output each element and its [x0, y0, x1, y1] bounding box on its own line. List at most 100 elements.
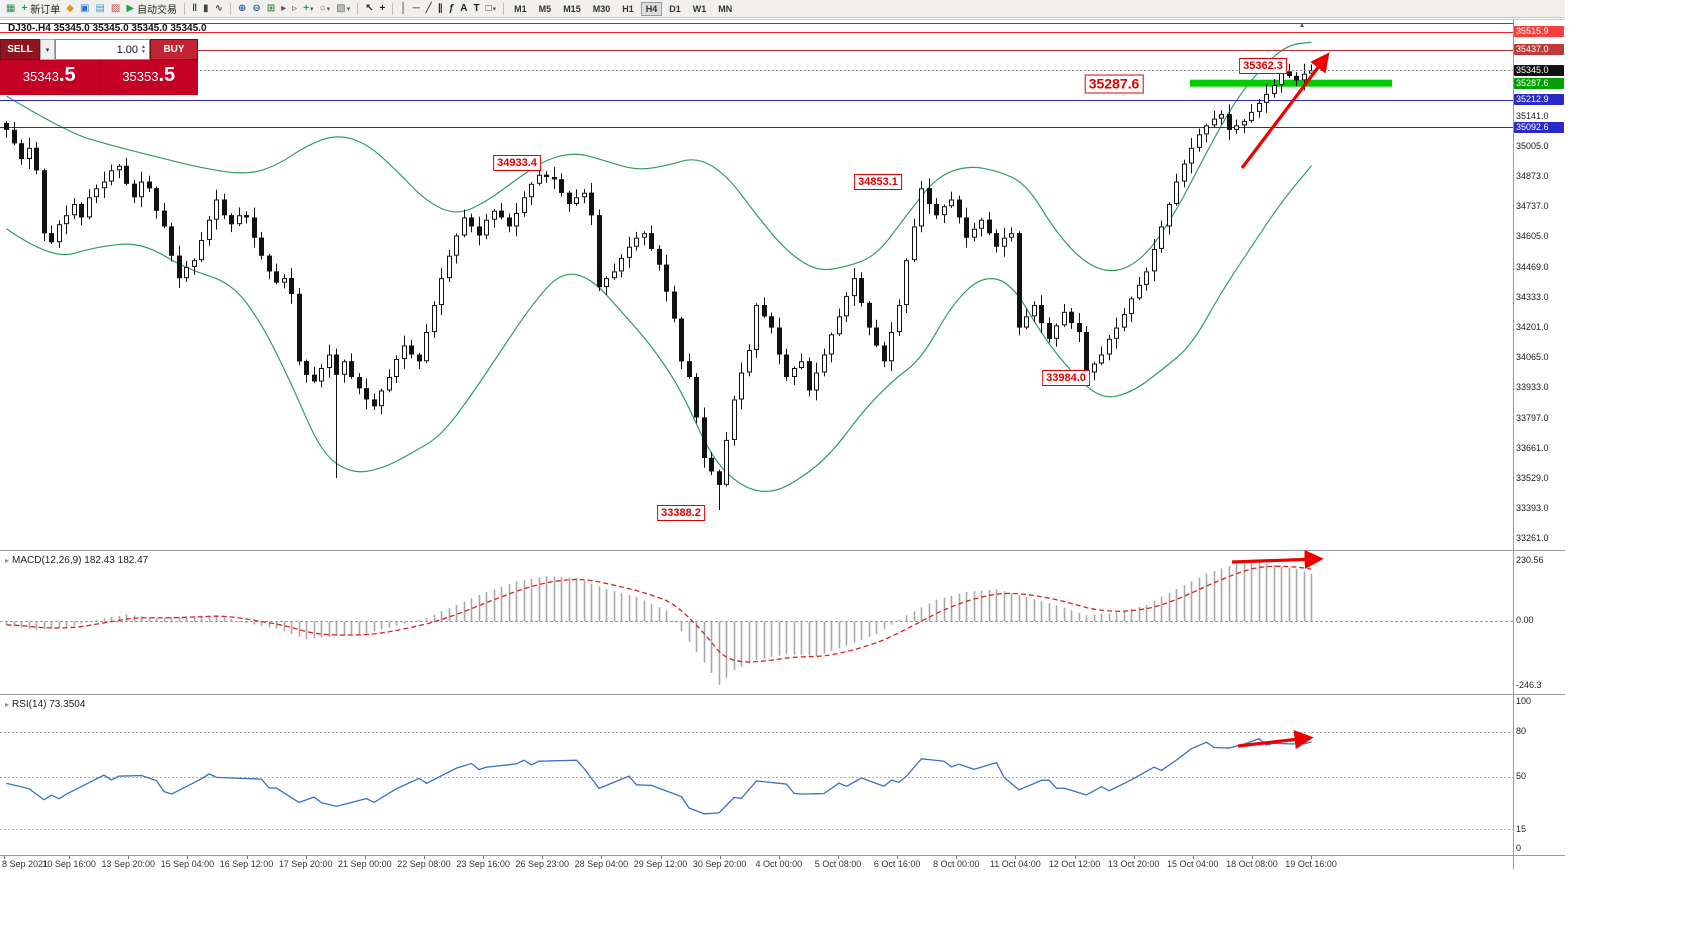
- data-window-icon: ▤: [95, 3, 105, 14]
- shapes-icon[interactable]: □ ▾: [483, 1, 500, 16]
- chevron-down-icon: ▾: [346, 5, 351, 13]
- trendline-icon[interactable]: ╱: [423, 1, 435, 16]
- data-window-icon[interactable]: ▤: [92, 1, 107, 16]
- shapes-icon: □: [485, 3, 492, 14]
- time-axis-label: 5 Oct 08:00: [814, 859, 862, 869]
- template-menu-icon: ▧: [336, 3, 346, 14]
- cursor-icon[interactable]: ↖: [362, 1, 376, 16]
- text-icon: A: [460, 3, 468, 14]
- timeframe-m5[interactable]: M5: [538, 3, 552, 14]
- channel-icon: ∥: [437, 3, 443, 14]
- chart-top-border: [0, 19, 1565, 20]
- zoom-out-icon[interactable]: ⊖: [249, 1, 263, 16]
- timeframe-mn[interactable]: MN: [718, 3, 733, 14]
- price-tick: 33529.0: [1516, 472, 1549, 483]
- rsi-axis-label: 50: [1516, 771, 1527, 782]
- fibonacci-icon[interactable]: ƒ: [446, 1, 458, 16]
- time-axis-label: 6 Oct 16:00: [873, 859, 921, 869]
- timeframe-w1[interactable]: W1: [692, 3, 707, 14]
- collapse-icon[interactable]: ▸: [5, 556, 10, 565]
- new-chart-icon[interactable]: ▦: [3, 1, 18, 16]
- macd-axis-label: 0.00: [1516, 615, 1534, 626]
- scroll-to-end-icon[interactable]: ▴: [1300, 20, 1305, 29]
- macd-rsi-separator[interactable]: [0, 694, 1565, 695]
- period-menu-icon: ○: [319, 3, 326, 14]
- support-price-label: 35287.6: [1514, 77, 1564, 89]
- time-axis-label: 26 Sep 23:00: [515, 859, 570, 869]
- time-axis-label: 15 Oct 04:00: [1167, 859, 1219, 869]
- price-tick: 33797.0: [1516, 412, 1549, 423]
- price-tick: 33393.0: [1516, 503, 1549, 514]
- one-click-trade-panel: SELL ▾ 1.00 ▲ ▼ BUY 35343.5 35353.5: [0, 39, 198, 95]
- market-watch-icon[interactable]: ▣: [77, 1, 92, 16]
- timeframe-h4[interactable]: H4: [640, 1, 663, 16]
- sell-price-button[interactable]: 35343.5: [0, 60, 100, 95]
- price-callout: 34933.4: [493, 155, 541, 171]
- tile-windows-icon[interactable]: ⊞: [264, 1, 278, 16]
- toolbar-separator: [503, 2, 505, 15]
- trendline-icon: ╱: [425, 3, 432, 14]
- price-tick: 33661.0: [1516, 443, 1549, 454]
- main-macd-separator[interactable]: [0, 550, 1565, 551]
- terminal-icon[interactable]: ▨: [108, 1, 123, 16]
- timeframe-h1[interactable]: H1: [622, 3, 634, 14]
- label-icon[interactable]: T: [470, 1, 482, 16]
- template-menu-icon[interactable]: ▧ ▾: [333, 1, 353, 16]
- vertical-line-icon[interactable]: │: [397, 1, 409, 16]
- channel-icon[interactable]: ∥: [435, 1, 446, 16]
- add-indicator-icon[interactable]: + ▾: [300, 1, 316, 16]
- chart-canvas[interactable]: [0, 0, 1565, 875]
- time-axis-label: 17 Sep 20:00: [278, 859, 333, 869]
- candlestick-chart-icon[interactable]: ▮: [200, 1, 212, 16]
- price-axis-separator[interactable]: [1513, 19, 1514, 869]
- timeframe-d1[interactable]: D1: [669, 3, 681, 14]
- chevron-down-icon: ▾: [492, 5, 497, 13]
- time-axis-label: 13 Sep 20:00: [101, 859, 156, 869]
- sell-button[interactable]: SELL: [0, 39, 40, 60]
- bar-chart-icon[interactable]: ‖: [189, 1, 200, 16]
- volume-spinner[interactable]: ▲ ▼: [141, 44, 146, 55]
- time-axis-label: 16 Sep 12:00: [219, 859, 274, 869]
- new-chart-icon: ▦: [6, 3, 16, 14]
- buy-price: 35353: [122, 69, 159, 84]
- hline-price-label: 35437.0: [1514, 44, 1564, 56]
- line-chart-icon[interactable]: ∿: [212, 1, 226, 16]
- collapse-icon[interactable]: ▸: [5, 700, 10, 709]
- price-callout: 35287.6: [1084, 74, 1144, 94]
- volume-input[interactable]: 1.00 ▲ ▼: [55, 39, 150, 60]
- price-tick: 35005.0: [1516, 141, 1549, 152]
- hline-price-label: 35515.9: [1514, 26, 1564, 38]
- horizontal-line-icon: ─: [412, 3, 420, 14]
- auto-scroll-icon: ▸: [281, 3, 287, 14]
- autotrade-button[interactable]: ▶ 自动交易: [123, 1, 180, 16]
- crosshair-icon[interactable]: +: [376, 1, 388, 16]
- time-axis-label: 13 Oct 20:00: [1107, 859, 1160, 869]
- time-axis-label: 21 Sep 00:00: [338, 859, 392, 869]
- timeframe-m15[interactable]: M15: [563, 3, 581, 14]
- period-menu-icon[interactable]: ○ ▾: [317, 1, 334, 16]
- chart-templates-icon[interactable]: ◆: [63, 1, 77, 16]
- timeframe-m1[interactable]: M1: [514, 3, 527, 14]
- chart-shift-icon[interactable]: ▹: [289, 1, 300, 16]
- tile-windows-icon: ⊞: [266, 3, 276, 14]
- terminal-icon: ▨: [110, 3, 121, 14]
- price-tick: 34201.0: [1516, 321, 1549, 332]
- auto-scroll-icon[interactable]: ▸: [278, 1, 289, 16]
- vertical-line-icon: │: [400, 3, 407, 14]
- horizontal-line-icon[interactable]: ─: [410, 1, 423, 16]
- text-icon[interactable]: A: [457, 1, 470, 16]
- order-type-dropdown[interactable]: ▾: [40, 39, 55, 60]
- time-axis-label: 11 Oct 04:00: [989, 859, 1041, 869]
- price-tick: 34333.0: [1516, 292, 1549, 303]
- new-order-icon: +: [21, 3, 28, 14]
- add-indicator-icon: +: [303, 3, 310, 14]
- buy-price-button[interactable]: 35353.5: [100, 60, 199, 95]
- price-tick: 33261.0: [1516, 533, 1549, 544]
- timeframe-m30[interactable]: M30: [592, 3, 611, 14]
- zoom-in-icon[interactable]: ⊕: [235, 1, 249, 16]
- chart-templates-icon: ◆: [66, 3, 74, 14]
- new-order-button[interactable]: + 新订单: [18, 1, 63, 16]
- buy-button[interactable]: BUY: [150, 39, 198, 60]
- price-callout: 33388.2: [657, 505, 705, 521]
- rsi-axis-label: 80: [1516, 726, 1527, 737]
